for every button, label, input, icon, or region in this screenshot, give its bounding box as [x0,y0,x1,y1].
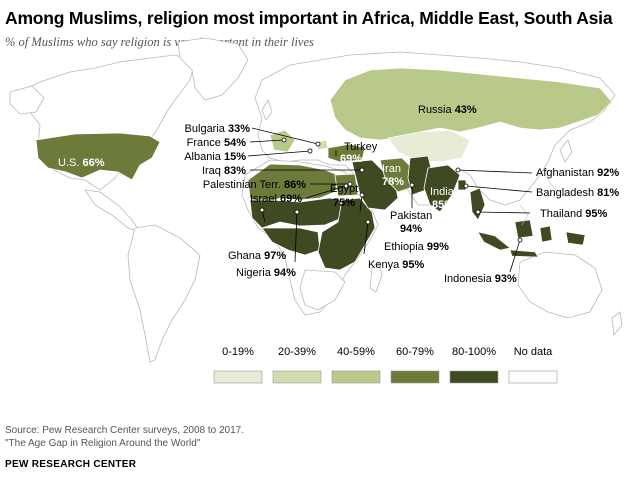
east-africa-region [317,197,376,271]
map-title: Among Muslims, religion most important i… [5,8,613,28]
legend-swatch [508,370,558,384]
legend-label: 0-19% [222,346,254,358]
label-us: U.S. 66% [58,157,105,169]
indonesia-region [477,219,586,258]
label-kenya: Kenya 95% [368,259,425,271]
turkey-region [327,143,366,163]
india-region [423,164,461,213]
label-france: France 54% [187,137,247,149]
legend-label: 60-79% [396,346,434,358]
label-albania: Albania 15% [184,151,246,163]
label-egypt-name: Egypt [330,183,358,195]
legend-swatch [213,370,263,384]
legend-swatch [390,370,440,384]
label-pakistan-name: Pakistan [390,210,432,222]
label-israel: Israel 69% [250,193,302,205]
west-africa-region [261,227,321,256]
label-bulgaria: Bulgaria 33% [185,123,251,135]
label-ethiopia: Ethiopia 99% [384,241,449,253]
label-palestinian-terr: Palestinian Terr. 86% [203,179,306,191]
label-thailand: Thailand 95% [540,208,608,220]
russia-region [329,67,613,141]
label-iraq: Iraq 83% [202,165,246,177]
leader-lines [247,127,533,273]
label-turkey-name: Turkey [344,141,378,153]
source-line-2: "The Age Gap in Religion Around the Worl… [5,438,201,449]
legend: 0-19% 20-39% 40-59% 60-79% 80-100% No data [213,346,558,384]
south-africa-region [299,269,346,311]
alaska-region [9,85,45,115]
label-turkey-value: 69% [340,153,362,165]
legend-label: 40-59% [337,346,375,358]
org-credit: PEW RESEARCH CENTER [5,459,137,470]
us-region [35,132,161,181]
label-bangladesh: Bangladesh 81% [536,187,619,199]
legend-label: 20-39% [278,346,316,358]
label-afghanistan: Afghanistan 92% [536,167,619,179]
legend-label: 80-100% [452,346,496,358]
middle-east-region [351,159,399,211]
legend-label: No data [514,346,553,358]
legend-swatch [272,370,322,384]
label-pakistan-value: 94% [400,223,422,235]
label-nigeria: Nigeria 94% [236,267,296,279]
label-iran-name: Iran [382,163,401,175]
label-india-name: India [430,186,455,198]
central-asia-region [387,129,471,163]
label-russia: Russia 43% [418,104,477,116]
label-indonesia: Indonesia 93% [444,273,517,285]
label-ghana: Ghana 97% [228,250,286,262]
label-egypt-value: 75% [333,197,355,209]
legend-swatch [331,370,381,384]
legend-swatch [449,370,499,384]
bangladesh-region [457,179,467,191]
country-markers [259,137,523,243]
source-line-1: Source: Pew Research Center surveys, 200… [5,425,245,436]
label-india-value: 85% [432,199,454,211]
source-note: Source: Pew Research Center surveys, 200… [5,424,244,450]
label-iran-value: 78% [382,176,404,188]
